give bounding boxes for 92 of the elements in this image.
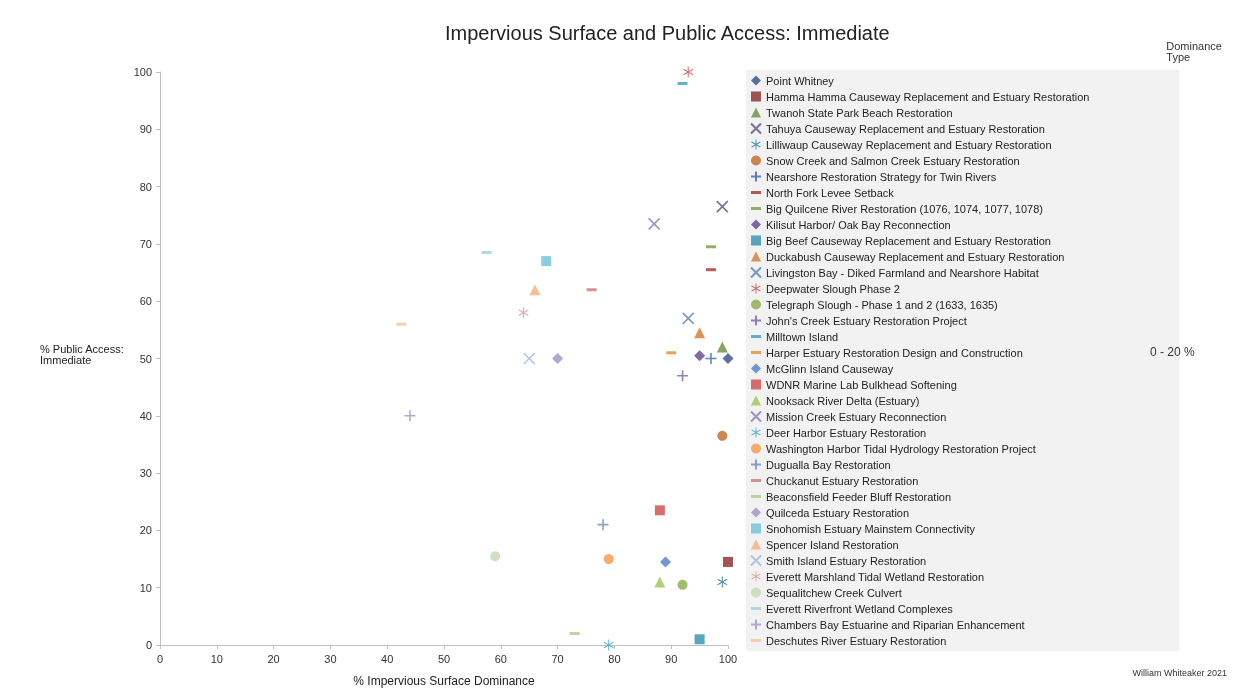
point — [529, 284, 541, 296]
legend-label: Snow Creek and Salmon Creek Estuary Restoration — [766, 154, 1020, 167]
legend-label: North Fork Levee Setback — [766, 186, 895, 199]
x-tick-label: 100 — [718, 652, 738, 665]
legend-label: John's Creek Estuary Restoration Project — [766, 314, 967, 327]
x-tick-label: 10 — [210, 652, 223, 665]
legend-label: Lilliwaup Causeway Replacement and Estuary Restoration — [766, 138, 1052, 151]
x-tick-label: 80 — [608, 652, 621, 665]
y-tick-label: 10 — [139, 581, 152, 594]
legend-label: Kilisut Harbor/ Oak Bay Reconnection — [766, 218, 951, 231]
legend-label: Harper Estuary Restoration Design and Construction — [766, 346, 1023, 359]
y-tick-label: 70 — [139, 237, 152, 250]
legend-label: Chambers Bay Estuarine and Riparian Enhancement — [766, 618, 1025, 631]
legend-label: Big Beef Causeway Replacement and Estuary Restoration — [766, 234, 1051, 247]
point — [403, 409, 417, 423]
point — [490, 551, 501, 562]
x-tick-label: 0 — [156, 652, 164, 665]
legend-label: Twanoh State Park Beach Restoration — [766, 106, 953, 119]
text: 0 - 20 % — [1150, 345, 1196, 359]
legend-label: Livingston Bay - Diked Farmland and Nearshore Habitat — [766, 266, 1039, 279]
legend-label: Mission Creek Estuary Reconnection — [766, 410, 947, 423]
x-tick-label: 60 — [494, 652, 507, 665]
point — [654, 576, 666, 588]
point — [722, 353, 734, 364]
legend-title: Dominance Type — [1166, 39, 1226, 63]
legend-label: Hamma Hamma Causeway Replacement and Estuary Restoration — [766, 90, 1090, 103]
text: William Whiteaker 2021 — [1132, 667, 1227, 678]
legend-label: Sequalitchew Creek Culvert — [766, 586, 902, 599]
legend-label: Deer Harbor Estuary Restoration — [766, 426, 927, 439]
legend-label: WDNR Marine Lab Bulkhead Softening — [766, 378, 957, 391]
legend-label: Quilceda Estuary Restoration — [766, 506, 910, 519]
point — [541, 256, 552, 267]
legend-label: Deepwater Slough Phase 2 — [766, 282, 900, 295]
y-tick-label: 100 — [133, 66, 152, 78]
point — [716, 341, 728, 353]
point — [723, 556, 733, 567]
legend-label: Washington Harbor Tidal Hydrology Restoration Project — [766, 442, 1036, 455]
point — [522, 352, 536, 365]
y-tick-label: 20 — [139, 524, 152, 537]
point — [683, 66, 694, 78]
point — [694, 327, 706, 339]
legend-label: Everett Riverfront Wetland Complexes — [766, 602, 954, 615]
x-tick-label: 40 — [381, 652, 394, 665]
point — [654, 505, 665, 516]
point — [681, 312, 695, 325]
point — [677, 579, 688, 590]
legend-label: Duckabush Causeway Replacement and Estuary Restoration — [766, 250, 1065, 263]
legend-label: Point Whitney — [766, 74, 835, 87]
y-tick-label: 90 — [139, 123, 152, 136]
y-tick-label: 60 — [139, 295, 152, 308]
point — [552, 353, 564, 364]
legend-label: Telegraph Slough - Phase 1 and 2 (1633, 1635) — [766, 298, 998, 311]
x-tick-label: 50 — [437, 652, 451, 665]
x-axis-title: % Impervious Surface Dominance — [353, 674, 536, 688]
legend-label: Nearshore Restoration Strategy for Twin Rivers — [766, 170, 997, 183]
x-tick-label: 90 — [665, 652, 678, 665]
point — [717, 576, 728, 588]
y-tick-label: 0 — [145, 639, 152, 651]
y-tick-label: 80 — [139, 180, 152, 193]
point — [717, 430, 728, 441]
x-tick-label: 30 — [324, 652, 337, 665]
point — [694, 634, 705, 645]
legend-label: Deschutes River Estuary Restoration — [766, 634, 947, 647]
legend-label: Big Quilcene River Restoration (1076, 1074, 1077, 1078) — [766, 202, 1044, 215]
legend-label: Spencer Island Restoration — [766, 538, 899, 551]
y-tick-label: 40 — [139, 409, 152, 422]
legend-label: Everett Marshland Tidal Wetland Restoration — [766, 570, 985, 583]
y-axis-title: % Public Access: Immediate — [40, 342, 127, 366]
point — [518, 307, 529, 319]
legend-label: Tahuya Causeway Replacement and Estuary Restoration — [766, 122, 1045, 135]
legend-label: Chuckanut Estuary Restoration — [766, 474, 919, 487]
legend-label: Nooksack River Delta (Estuary) — [766, 394, 920, 407]
point — [647, 217, 661, 231]
point — [660, 556, 672, 568]
point — [704, 352, 718, 365]
legend-label: Snohomish Estuary Mainstem Connectivity — [766, 522, 976, 535]
point — [676, 369, 689, 382]
point — [596, 518, 610, 531]
x-tick-label: 20 — [267, 652, 280, 665]
legend-label: Dugualla Bay Restoration — [766, 458, 891, 471]
legend-label: Milltown Island — [766, 330, 839, 343]
point — [694, 350, 706, 362]
chart-title: Impervious Surface and Public Access: Immediate — [445, 22, 890, 44]
legend-label: McGlinn Island Causeway — [766, 362, 894, 375]
y-tick-label: 50 — [139, 352, 152, 365]
x-tick-label: 70 — [551, 652, 564, 665]
point — [603, 639, 614, 651]
point — [603, 554, 614, 565]
point — [716, 200, 729, 213]
legend-label: Smith Island Estuary Restoration — [766, 554, 927, 567]
y-tick-label: 30 — [139, 467, 152, 480]
legend-label: Beaconsfield Feeder Bluff Restoration — [766, 490, 952, 503]
